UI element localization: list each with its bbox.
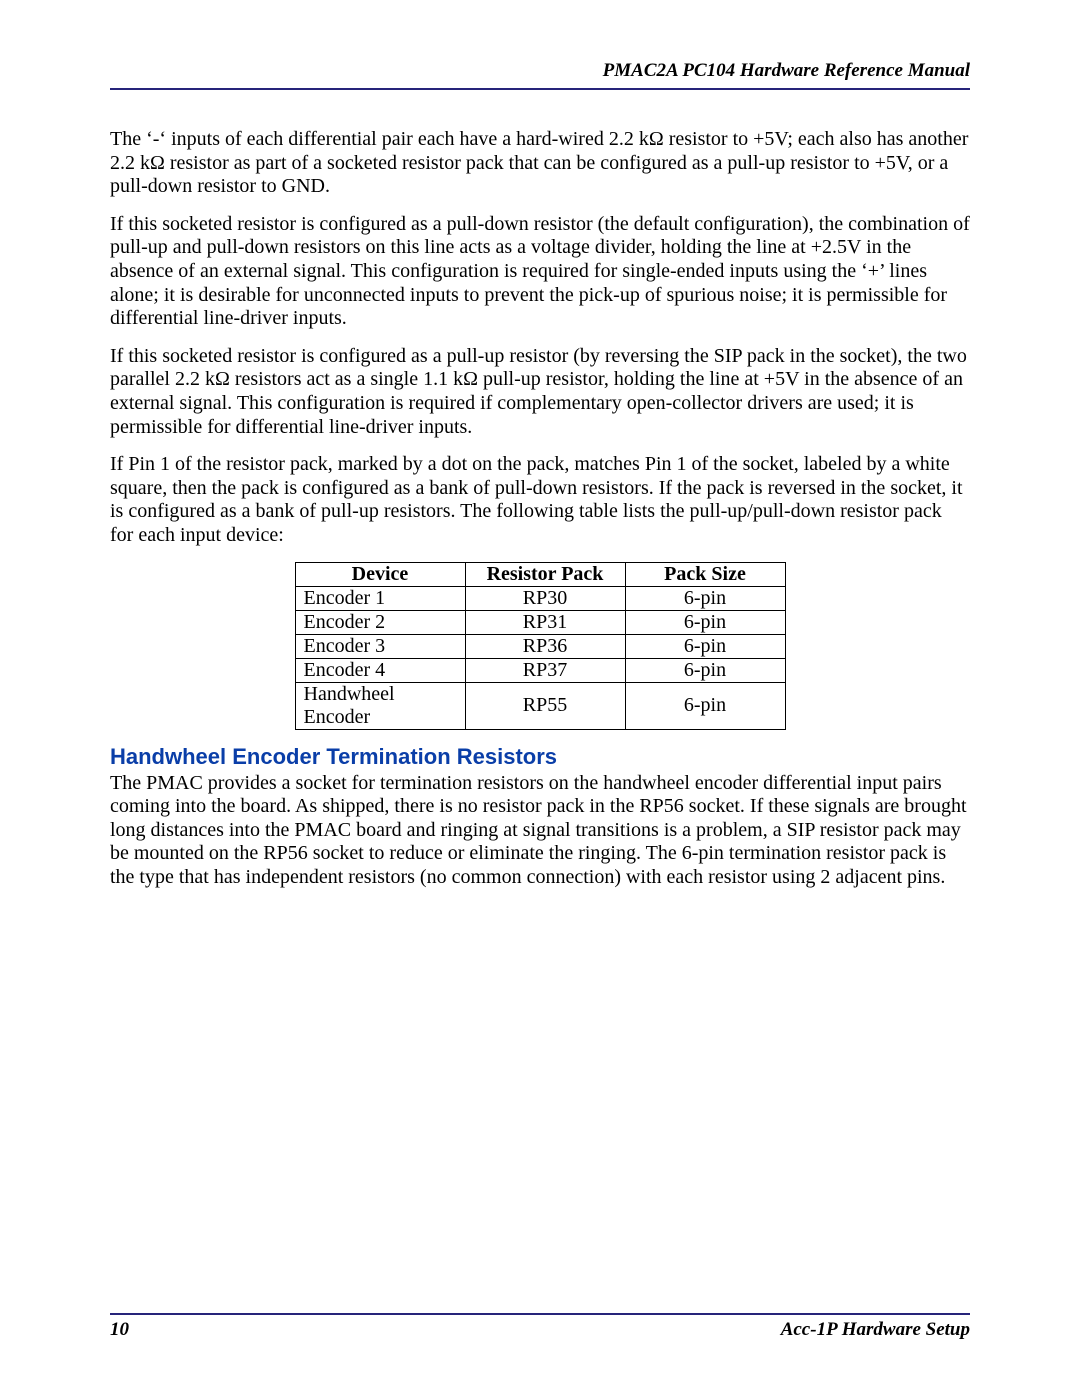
footer-section-title: Acc-1P Hardware Setup [781, 1319, 970, 1341]
cell-pack: RP55 [465, 682, 625, 729]
cell-size: 6-pin [625, 586, 785, 610]
table-row: Handwheel Encoder RP55 6-pin [295, 682, 785, 729]
table-header-row: Device Resistor Pack Pack Size [295, 562, 785, 586]
section-heading-handwheel: Handwheel Encoder Termination Resistors [110, 744, 970, 770]
cell-pack: RP37 [465, 658, 625, 682]
footer-rule [110, 1313, 970, 1315]
paragraph-3: If this socketed resistor is configured … [110, 345, 970, 439]
cell-device: Handwheel Encoder [295, 682, 465, 729]
cell-size: 6-pin [625, 682, 785, 729]
cell-device: Encoder 1 [295, 586, 465, 610]
paragraph-1: The ‘-‘ inputs of each differential pair… [110, 128, 970, 199]
page-footer: 10 Acc-1P Hardware Setup [110, 1313, 970, 1341]
page-number: 10 [110, 1319, 129, 1341]
table-row: Encoder 4 RP37 6-pin [295, 658, 785, 682]
cell-pack: RP30 [465, 586, 625, 610]
col-header-pack-size: Pack Size [625, 562, 785, 586]
cell-pack: RP31 [465, 610, 625, 634]
cell-pack: RP36 [465, 634, 625, 658]
table-row: Encoder 3 RP36 6-pin [295, 634, 785, 658]
paragraph-2: If this socketed resistor is configured … [110, 213, 970, 331]
table-row: Encoder 2 RP31 6-pin [295, 610, 785, 634]
paragraph-4: If Pin 1 of the resistor pack, marked by… [110, 453, 970, 547]
col-header-resistor-pack: Resistor Pack [465, 562, 625, 586]
cell-size: 6-pin [625, 610, 785, 634]
cell-device: Encoder 4 [295, 658, 465, 682]
header-rule [110, 88, 970, 90]
paragraph-5: The PMAC provides a socket for terminati… [110, 772, 970, 890]
cell-size: 6-pin [625, 634, 785, 658]
resistor-pack-table: Device Resistor Pack Pack Size Encoder 1… [295, 562, 786, 730]
header-title: PMAC2A PC104 Hardware Reference Manual [110, 60, 970, 88]
cell-size: 6-pin [625, 658, 785, 682]
footer-row: 10 Acc-1P Hardware Setup [110, 1319, 970, 1341]
page-content: PMAC2A PC104 Hardware Reference Manual T… [110, 60, 970, 1337]
col-header-device: Device [295, 562, 465, 586]
table-row: Encoder 1 RP30 6-pin [295, 586, 785, 610]
cell-device: Encoder 3 [295, 634, 465, 658]
cell-device: Encoder 2 [295, 610, 465, 634]
